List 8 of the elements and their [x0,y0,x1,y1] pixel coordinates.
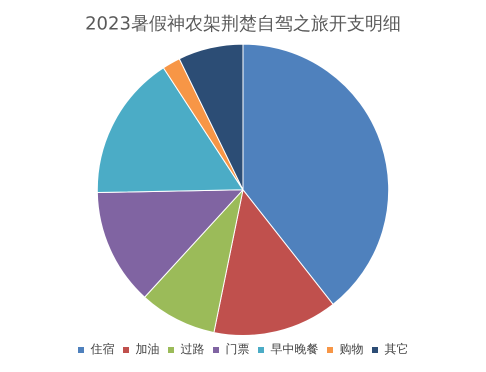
legend-label: 加油 [136,342,160,356]
legend-label: 门票 [226,342,250,356]
chart-title: 2023暑假神农架荆楚自驾之旅开支明细 [85,13,401,34]
legend-label: 过路 [180,342,204,356]
legend-label: 购物 [340,342,364,356]
legend-label: 住宿 [90,342,114,356]
legend-label: 其它 [384,342,408,356]
legend-label: 早中晚餐 [270,342,318,356]
